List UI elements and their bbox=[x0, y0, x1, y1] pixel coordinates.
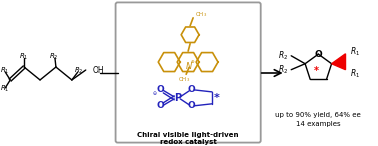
Text: P: P bbox=[174, 93, 181, 103]
Text: 14 examples: 14 examples bbox=[296, 121, 341, 127]
Text: O: O bbox=[314, 50, 322, 59]
FancyBboxPatch shape bbox=[116, 2, 261, 143]
Text: O: O bbox=[156, 85, 164, 94]
Text: Chiral visible light-driven: Chiral visible light-driven bbox=[137, 132, 239, 138]
Text: *: * bbox=[314, 66, 319, 76]
Text: $R_2$: $R_2$ bbox=[74, 66, 84, 76]
Text: $R_1$: $R_1$ bbox=[0, 84, 9, 94]
Text: redox catalyst: redox catalyst bbox=[160, 139, 217, 145]
Text: up to 90% yield, 64% ee: up to 90% yield, 64% ee bbox=[276, 112, 361, 118]
Text: OH: OH bbox=[93, 66, 104, 74]
Polygon shape bbox=[332, 54, 345, 70]
Text: $^{\oplus}$: $^{\oplus}$ bbox=[191, 60, 196, 65]
Text: O: O bbox=[156, 101, 164, 110]
Text: O: O bbox=[187, 101, 195, 110]
Text: $N$: $N$ bbox=[185, 60, 193, 71]
Text: $R_1$: $R_1$ bbox=[350, 46, 361, 58]
Text: $R_2$: $R_2$ bbox=[278, 49, 288, 62]
Text: $^{\ominus}$: $^{\ominus}$ bbox=[152, 92, 158, 98]
Text: $R_2$: $R_2$ bbox=[278, 64, 288, 76]
Text: CH$_3$: CH$_3$ bbox=[195, 10, 207, 19]
Text: *: * bbox=[214, 93, 220, 103]
Text: $R_1$: $R_1$ bbox=[19, 52, 29, 62]
Text: O: O bbox=[187, 85, 195, 94]
Text: $R_1$: $R_1$ bbox=[0, 66, 9, 76]
Text: $R_2$: $R_2$ bbox=[49, 52, 59, 62]
Text: $R_1$: $R_1$ bbox=[350, 67, 361, 80]
Text: CH$_3$: CH$_3$ bbox=[178, 75, 190, 84]
